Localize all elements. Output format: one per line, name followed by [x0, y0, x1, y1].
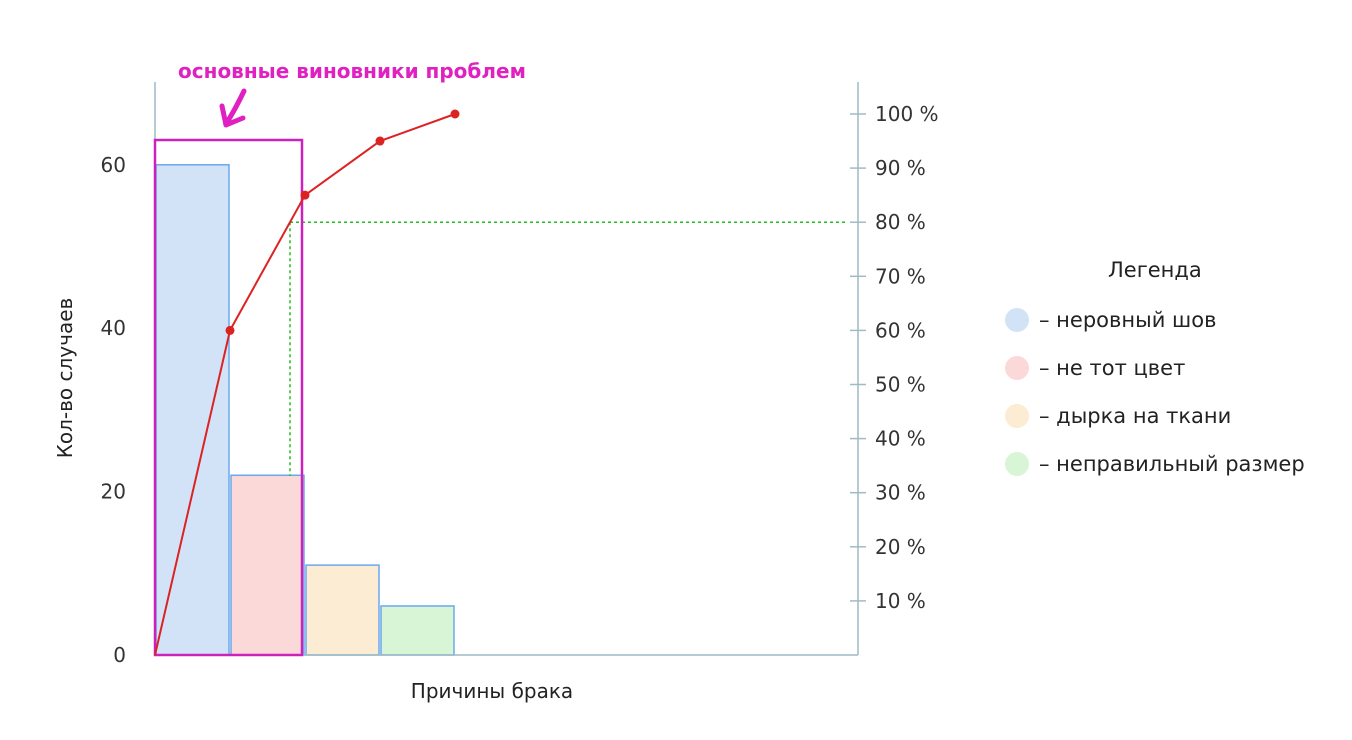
legend-swatch: [1005, 308, 1029, 332]
y-tick-label: 0: [113, 643, 126, 667]
bar-4: [380, 605, 455, 656]
bar-2: [230, 474, 305, 656]
legend-item: – не тот цвет: [1005, 356, 1335, 380]
legend-swatch: [1005, 452, 1029, 476]
legend-label: – неровный шов: [1039, 308, 1217, 332]
highlight-box: [153, 138, 304, 657]
cumulative-point: [300, 190, 310, 200]
cumulative-point: [450, 109, 460, 119]
legend-swatch: [1005, 356, 1029, 380]
annotation-arrow-icon: [219, 88, 247, 128]
y2-tick-label: 50 %: [875, 373, 926, 397]
y-tick-label: 20: [101, 480, 126, 504]
cumulative-point: [375, 136, 385, 146]
y2-tick-label: 70 %: [875, 264, 926, 288]
y2-tick-label: 80 %: [875, 210, 926, 234]
y-axis-title: Кол-во случаев: [53, 298, 77, 459]
legend-label: – дырка на ткани: [1039, 404, 1232, 428]
legend: Легенда – неровный шов – не тот цвет – дыр…: [1005, 258, 1335, 500]
legend-item: – дырка на ткани: [1005, 404, 1335, 428]
legend-item: – неровный шов: [1005, 308, 1335, 332]
bar-3: [305, 564, 380, 656]
y2-tick-label: 30 %: [875, 481, 926, 505]
y2-tick-label: 10 %: [875, 589, 926, 613]
y-tick-label: 60: [101, 153, 126, 177]
legend-label: – неправильный размер: [1039, 452, 1305, 476]
y2-tick-label: 90 %: [875, 156, 926, 180]
bar-1: [155, 164, 230, 656]
y-tick-label: 40: [101, 316, 126, 340]
legend-label: – не тот цвет: [1039, 356, 1186, 380]
cumulative-point: [225, 325, 235, 335]
x-axis-title: Причины брака: [411, 679, 573, 703]
legend-title: Легенда: [1108, 258, 1202, 282]
legend-item: – неправильный размер: [1005, 452, 1335, 476]
annotation-label: основные виновники проблем: [178, 59, 526, 83]
legend-swatch: [1005, 404, 1029, 428]
y2-tick-label: 100 %: [875, 102, 939, 126]
y2-tick-label: 20 %: [875, 535, 926, 559]
y2-tick-label: 40 %: [875, 427, 926, 451]
y2-tick-label: 60 %: [875, 318, 926, 342]
